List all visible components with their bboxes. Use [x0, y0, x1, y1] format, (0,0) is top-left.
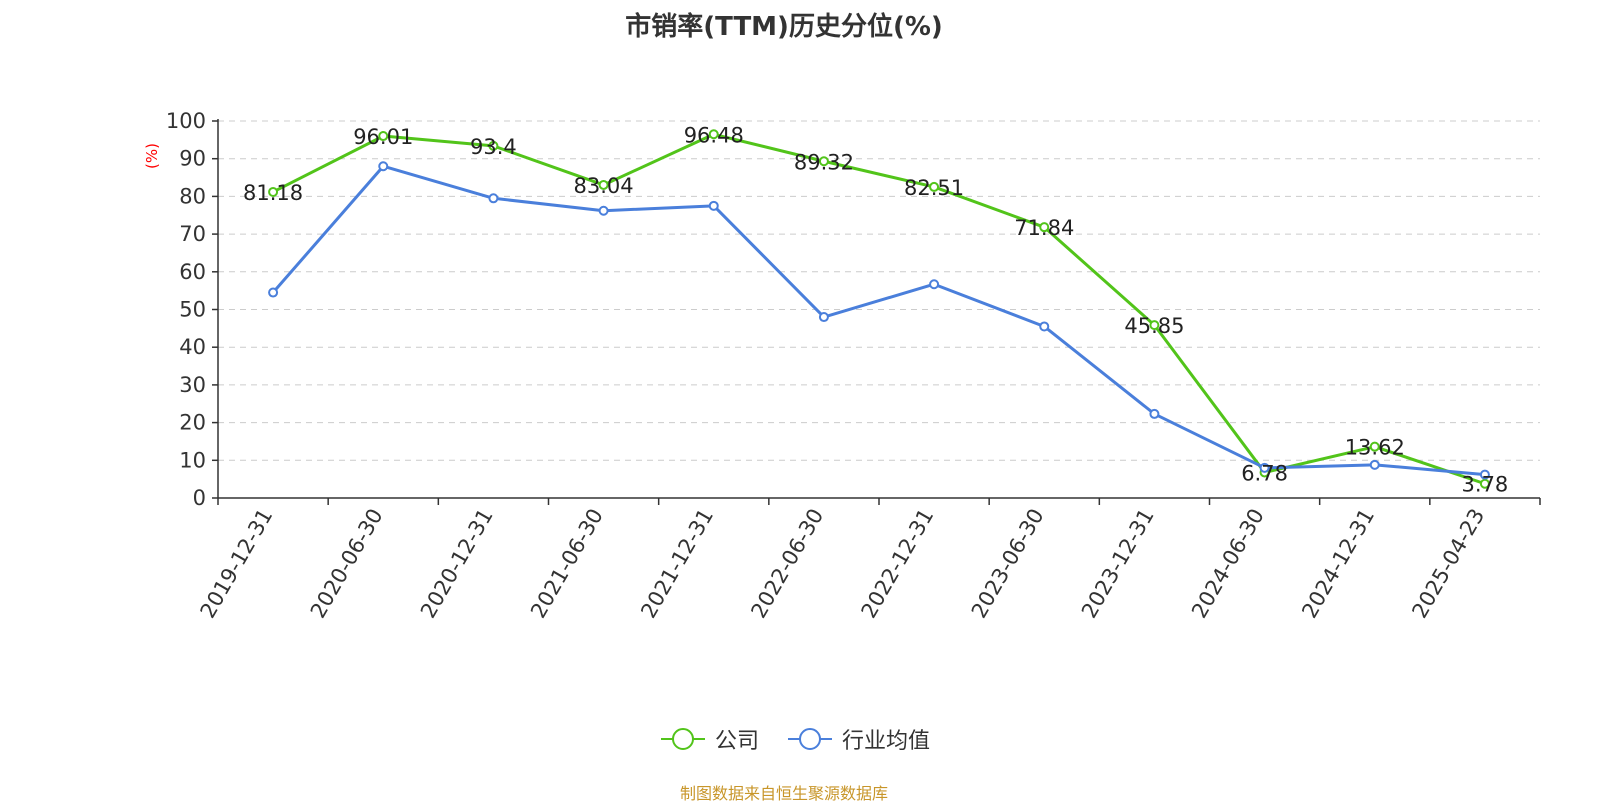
x-tick-label: 2022-06-30 [746, 505, 828, 623]
legend-label-company: 公司 [715, 729, 760, 754]
data-label: 96.01 [353, 125, 413, 149]
data-point-company [1149, 320, 1160, 331]
data-point-industry [708, 200, 719, 211]
data-label: 6.78 [1241, 461, 1288, 485]
y-tick-label: 100 [166, 109, 206, 133]
data-point-company [488, 140, 499, 151]
y-axis-label: (%) [143, 143, 161, 169]
data-point-industry [1149, 408, 1160, 419]
x-tick-label: 2022-12-31 [857, 504, 939, 622]
x-tick-label: 2020-12-31 [416, 504, 498, 622]
grid-lines [218, 120, 1540, 461]
y-tick-label: 40 [179, 335, 206, 359]
data-point-company [268, 186, 279, 197]
data-point-company [1369, 441, 1380, 452]
data-point-company [818, 156, 829, 167]
x-tick-label: 2024-12-31 [1297, 505, 1379, 623]
data-point-industry [1039, 321, 1050, 332]
data-point-industry [818, 312, 829, 323]
source-note: 制图数据来自恒生聚源数据库 [679, 784, 888, 803]
x-tick-label: 2021-12-31 [636, 505, 718, 623]
data-point-industry [1259, 462, 1270, 473]
data-point-industry [929, 279, 940, 290]
legend-item-company[interactable]: 公司 [659, 724, 759, 754]
chart-title: 市销率(TTM)历史分位(%) [625, 12, 943, 42]
x-tick-label: 2024-06-30 [1187, 505, 1269, 623]
legend-label-industry: 行业均值 [842, 729, 931, 754]
company-legend-icon [661, 728, 705, 750]
data-label: 3.78 [1462, 473, 1509, 497]
y-tick-label: 60 [179, 260, 206, 284]
x-tick-label: 2019-12-31 [196, 505, 278, 623]
data-point-industry [268, 287, 279, 298]
data-point-company [378, 131, 389, 142]
y-tick-label: 70 [179, 222, 206, 246]
industry-legend-icon [788, 728, 832, 750]
data-label: 71.84 [1014, 216, 1074, 240]
y-tick-label: 10 [179, 448, 206, 472]
data-point-company [1039, 222, 1050, 233]
data-point-industry [488, 193, 499, 204]
legend-item-industry[interactable]: 行业均值 [786, 724, 930, 754]
y-tick-label: 90 [179, 147, 206, 171]
data-point-industry [1369, 459, 1380, 470]
x-tick-label: 2021-06-30 [526, 505, 608, 623]
data-point-industry [1479, 469, 1490, 480]
axes: 0 10 20 30 40 50 60 70 80 90 100 (%) 2019-12-31 2020-… [143, 109, 1541, 623]
legend: 公司 行业均值 [0, 724, 1568, 754]
data-label: 13.62 [1345, 436, 1405, 460]
data-point-company [708, 129, 719, 140]
y-tick-label: 30 [179, 373, 206, 397]
y-tick-label: 0 [193, 486, 206, 510]
data-label: 93.4 [470, 135, 517, 159]
x-tick-label: 2025-04-23 [1407, 505, 1489, 623]
y-tick-label: 20 [179, 411, 206, 435]
data-point-company [1479, 478, 1490, 489]
data-label: 45.85 [1124, 314, 1184, 338]
y-tick-label: 80 [179, 184, 206, 208]
y-tick-label: 50 [179, 298, 206, 322]
data-label: 82.51 [904, 176, 964, 200]
data-label: 83.04 [574, 174, 634, 198]
data-label: 89.32 [794, 150, 854, 174]
series-line-industry [271, 164, 1486, 477]
data-label: 81.18 [243, 181, 303, 205]
x-tick-label: 2020-06-30 [306, 505, 388, 623]
data-point-industry [378, 161, 389, 172]
data-point-industry [598, 205, 609, 216]
data-point-company [598, 179, 609, 190]
x-tick-label: 2023-12-31 [1077, 505, 1159, 623]
data-label: 96.48 [684, 123, 744, 147]
x-tick-label: 2023-06-30 [967, 505, 1049, 623]
series-lines [268, 129, 1490, 489]
data-point-company [929, 181, 940, 192]
data-labels: 81.18 96.01 93.4 83.04 96.48 89.32 82.51 71.84 4… [243, 123, 1508, 496]
